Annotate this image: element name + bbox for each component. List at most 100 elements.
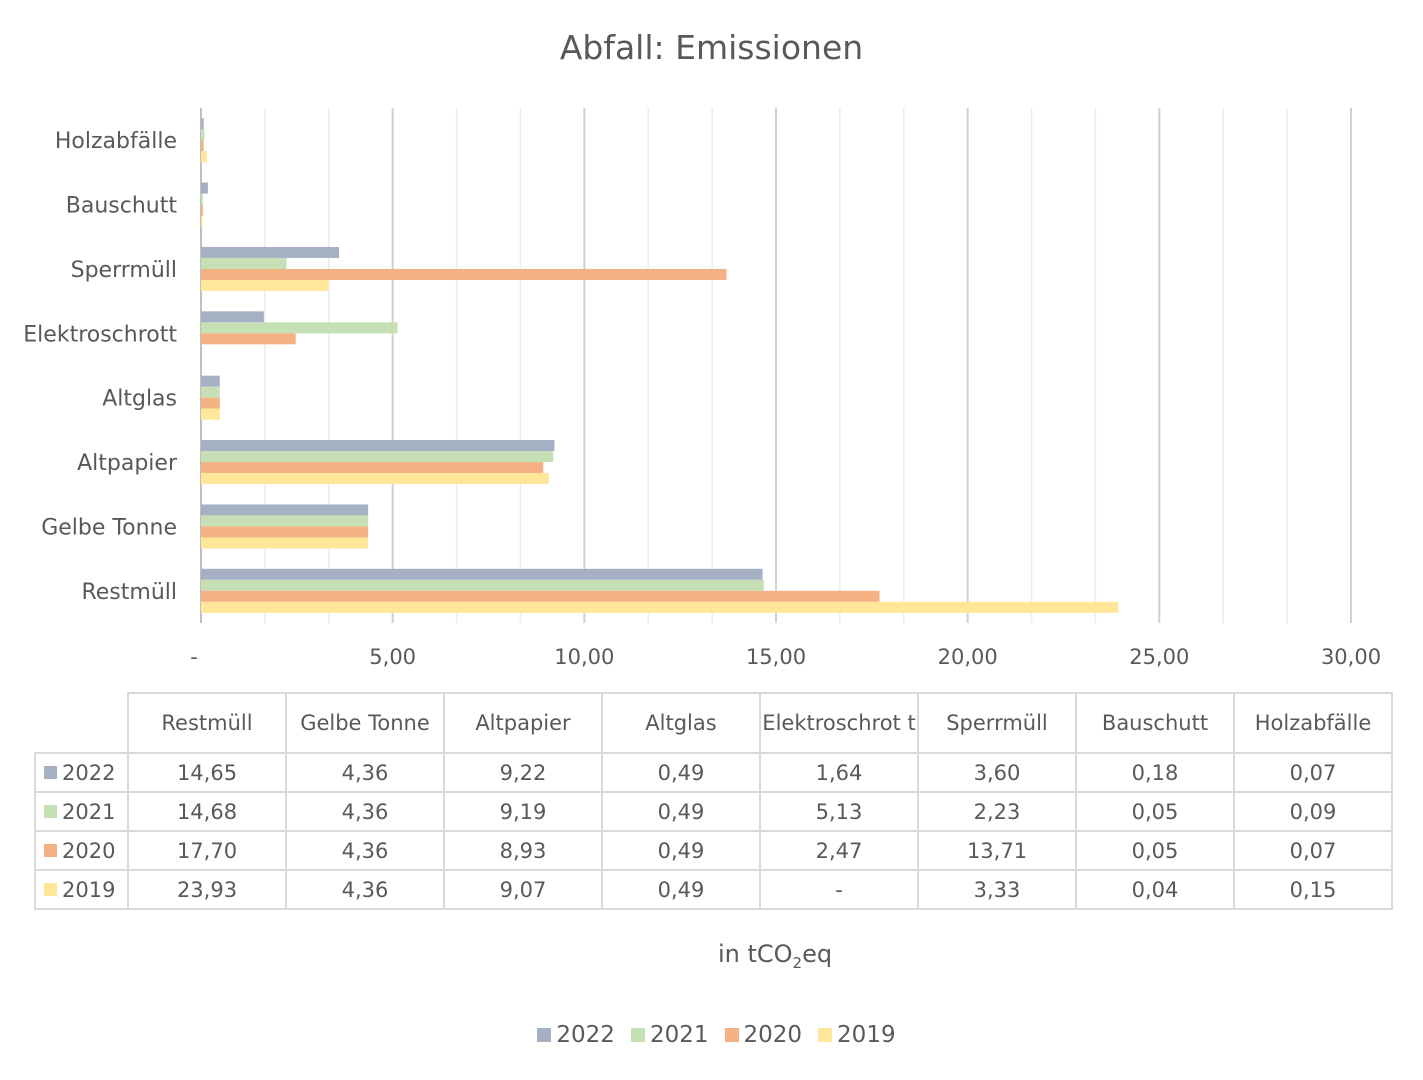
x-tick-label: 15,00 — [746, 645, 806, 669]
series-swatch — [44, 843, 57, 857]
bar-2019-Bauschutt — [201, 215, 203, 227]
table-value-cell: 2,47 — [759, 830, 919, 871]
table-value-cell: 17,70 — [127, 830, 287, 871]
table-header-row: Restmüll Gelbe Tonne Altpapier Altglas Elekt… — [35, 692, 1393, 754]
bar-2019-Gelbe Tonne — [201, 537, 369, 549]
table-value-cell: 14,68 — [127, 791, 287, 832]
table-value-cell: 0,49 — [601, 791, 761, 832]
legend-swatch — [818, 1028, 833, 1042]
bar-2022-Altpapier — [201, 440, 555, 452]
category-label: Bauschutt — [66, 194, 178, 219]
legend-label: 2021 — [649, 1022, 709, 1048]
legend-label: 2019 — [837, 1022, 896, 1048]
legend-item: 2022 — [537, 1022, 615, 1048]
category-label: Sperrmüll — [71, 258, 177, 283]
table-column-header: Holzabfälle — [1233, 692, 1393, 754]
table-column-header: Gelbe Tonne — [285, 692, 445, 754]
table-value-cell: 0,09 — [1233, 791, 1393, 832]
table-value-cell: 4,36 — [285, 830, 445, 871]
table-column-header: Elektroschrot t — [759, 692, 919, 754]
data-table: Restmüll Gelbe Tonne Altpapier Altglas Elekt… — [34, 692, 1393, 910]
x-tick-label: - — [190, 645, 198, 669]
table-value-cell: 0,05 — [1075, 791, 1235, 832]
table-value-cell: 0,05 — [1075, 830, 1235, 871]
category-label: Elektroschrott — [23, 322, 177, 347]
category-label: Restmüll — [81, 580, 177, 605]
table-corner-cell — [35, 693, 129, 754]
table-value-cell: 2,23 — [917, 791, 1077, 832]
legend-label: 2022 — [556, 1022, 615, 1048]
table-value-cell: 4,36 — [285, 791, 445, 832]
bar-2020-Restmüll — [201, 590, 880, 602]
bar-2022-Altglas — [201, 375, 220, 387]
table-value-cell: 0,49 — [601, 752, 761, 793]
table-value-cell: 8,93 — [443, 830, 603, 871]
table-value-cell: 0,49 — [601, 869, 761, 910]
bar-2022-Elektroschrott — [201, 311, 264, 323]
unit-label-text: in tCO — [717, 940, 793, 968]
table-value-cell: 14,65 — [127, 752, 287, 793]
series-label-cell: 2022 — [34, 752, 129, 793]
legend-label: 2020 — [743, 1022, 803, 1048]
x-tick-label: 20,00 — [938, 645, 998, 669]
series-label-cell: 2020 — [34, 830, 129, 871]
bar-2022-Sperrmüll — [201, 246, 339, 258]
bar-2021-Holzabfälle — [201, 129, 205, 141]
table-value-cell: 0,04 — [1075, 869, 1235, 910]
bar-2022-Gelbe Tonne — [201, 504, 369, 516]
category-label: Gelbe Tonne — [41, 515, 177, 540]
bar-2019-Altpapier — [201, 473, 549, 485]
bar-2020-Elektroschrott — [201, 333, 296, 345]
table-value-cell: 23,93 — [127, 869, 287, 910]
bar-2021-Altpapier — [201, 451, 554, 463]
series-swatch — [44, 765, 57, 779]
table-value-cell: 13,71 — [917, 830, 1077, 871]
table-value-cell: 9,22 — [443, 752, 603, 793]
legend-item: 2020 — [724, 1022, 803, 1048]
series-name: 2019 — [62, 877, 116, 902]
bar-chart-plot: Restmüll Gelbe Tonne Altpapier Altglas Elekt… — [23, 108, 1381, 669]
table-row: 2021 14,68 4,36 9,19 0,49 5,13 2,23 0,05 0,09 — [34, 791, 1393, 832]
table-value-cell: 0,49 — [601, 830, 761, 871]
bar-2019-Holzabfälle — [201, 151, 207, 163]
bar-2020-Altpapier — [201, 462, 544, 474]
bar-2022-Holzabfälle — [201, 118, 204, 130]
bar-2021-Elektroschrott — [201, 322, 398, 334]
gridlines — [200, 108, 1352, 623]
x-tick-label: 30,00 — [1321, 645, 1381, 669]
x-tick-label: 5,00 — [369, 645, 416, 669]
table-value-cell: 3,60 — [917, 752, 1077, 793]
table-value-cell: 3,33 — [917, 869, 1077, 910]
table-value-cell: 9,19 — [443, 791, 603, 832]
series-swatch — [44, 882, 57, 896]
bar-2021-Sperrmüll — [201, 257, 287, 269]
unit-label-subscript: 2 — [792, 953, 803, 972]
table-value-cell: 0,18 — [1075, 752, 1235, 793]
legend-swatch — [630, 1028, 645, 1042]
legend: 2022 2021 2020 2019 — [0, 1022, 1423, 1048]
bar-2019-Restmüll — [201, 601, 1119, 613]
x-tick-label: 25,00 — [1129, 645, 1189, 669]
table-value-cell: 4,36 — [285, 752, 445, 793]
unit-label: in tCO2eq — [0, 940, 1423, 972]
table-column-header: Bauschutt — [1075, 692, 1235, 754]
x-tick-labels: - 5,00 10,00 15,00 20,00 25,00 30,00 — [190, 645, 1381, 669]
table-value-cell: 0,07 — [1233, 830, 1393, 871]
category-label: Altglas — [102, 387, 177, 412]
table-column-header: Altpapier — [443, 692, 603, 754]
table-value-cell: 5,13 — [759, 791, 919, 832]
bar-2020-Gelbe Tonne — [201, 526, 369, 538]
table-row: 2019 23,93 4,36 9,07 0,49-3,33 0,04 0,15 — [34, 869, 1393, 910]
bar-2021-Restmüll — [201, 579, 764, 591]
table-value-cell: 4,36 — [285, 869, 445, 910]
legend-swatch — [537, 1028, 552, 1042]
bar-2021-Bauschutt — [201, 193, 203, 205]
series-name: 2020 — [62, 838, 116, 863]
bar-2021-Altglas — [201, 386, 220, 398]
table-value-cell: 9,07 — [443, 869, 603, 910]
chart-title: Abfall: Emissionen — [559, 28, 864, 67]
bar-2021-Gelbe Tonne — [201, 515, 369, 527]
table-column-header: Restmüll — [127, 692, 287, 754]
table-column-header: Sperrmüll — [917, 692, 1077, 754]
bar-2019-Sperrmüll — [201, 279, 329, 291]
